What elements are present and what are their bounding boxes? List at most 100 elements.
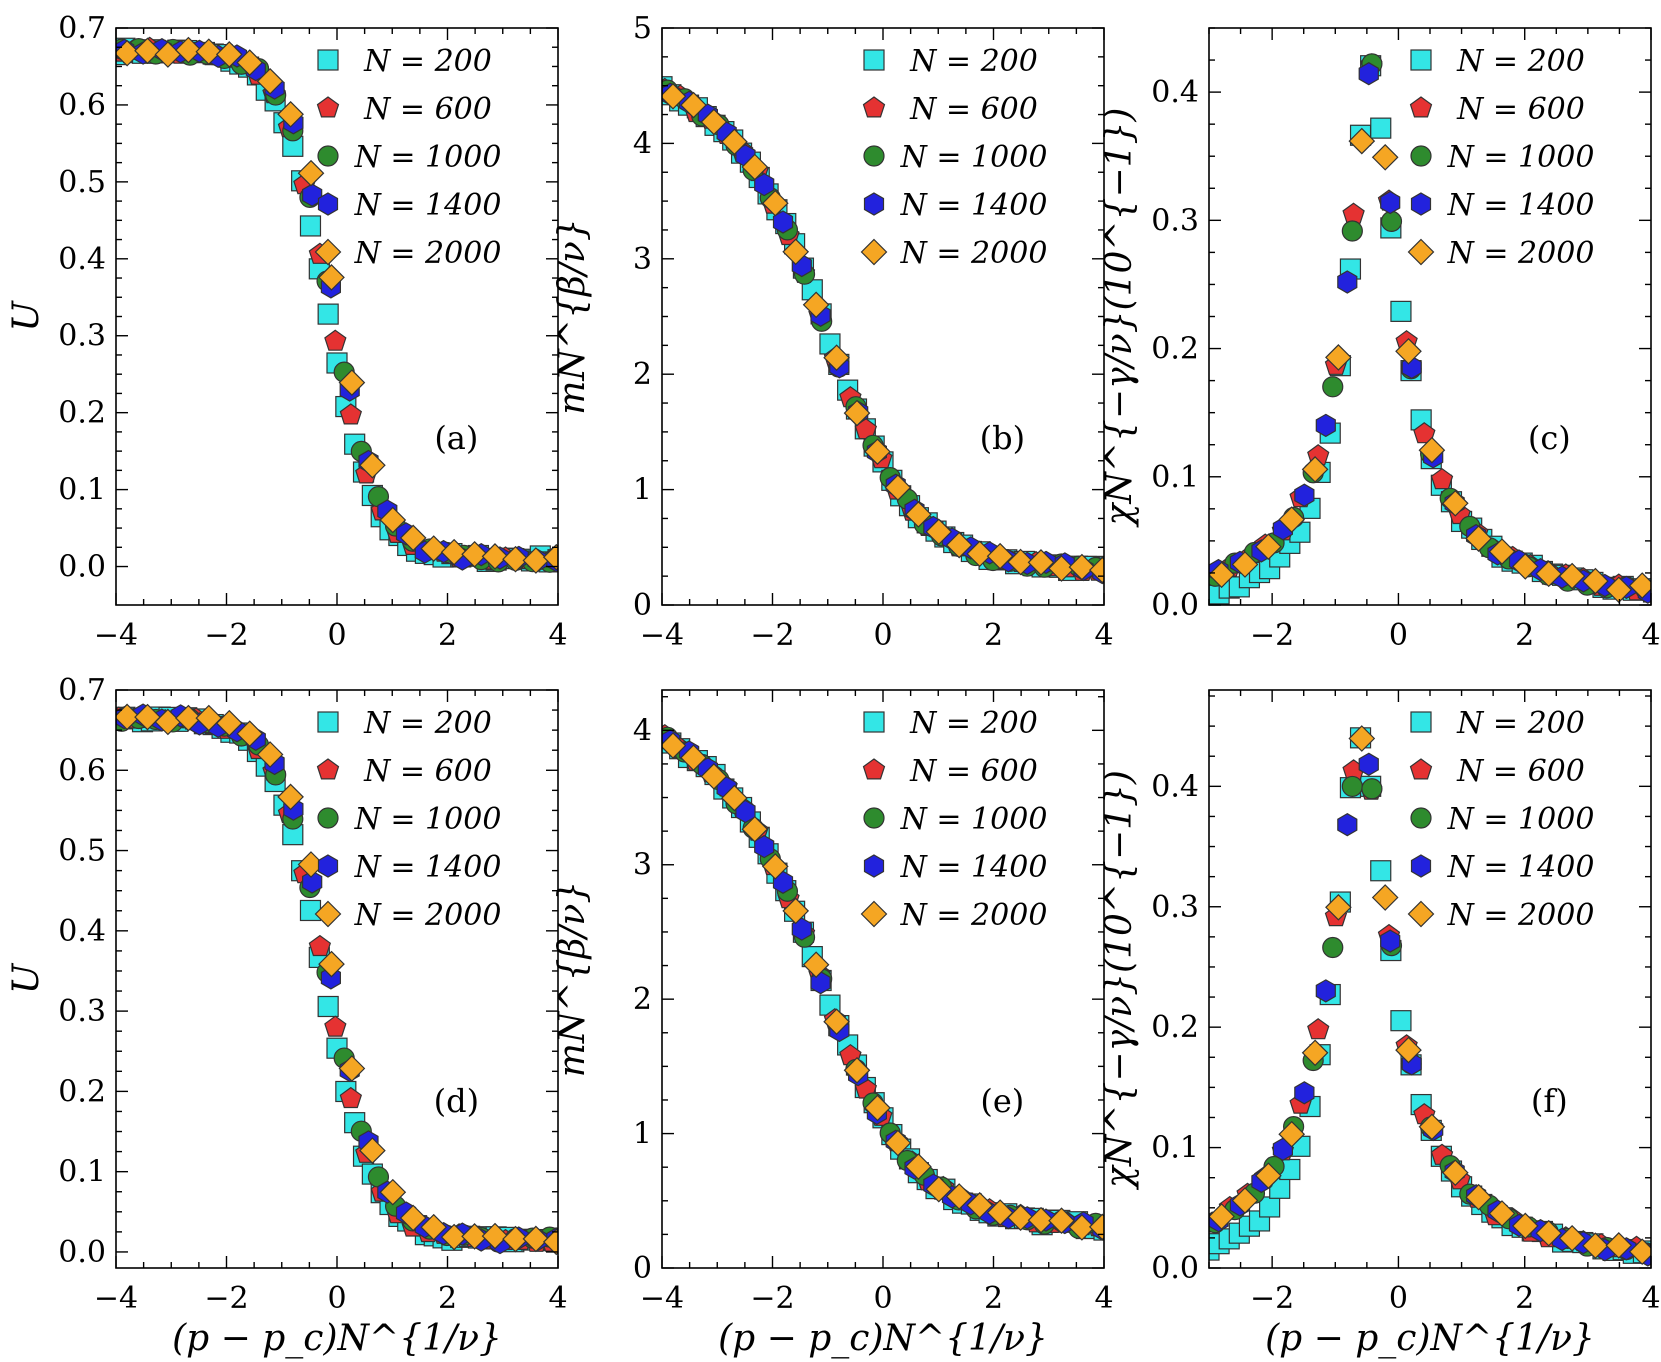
legend-label: N = 2000 <box>354 898 502 933</box>
data-point <box>1395 1036 1422 1064</box>
data-point <box>318 950 345 978</box>
data-point <box>1307 1018 1330 1040</box>
data-point <box>379 1178 407 1206</box>
legend-label: N = 1000 <box>900 140 1048 175</box>
data-point <box>1465 1183 1492 1211</box>
data-point <box>761 189 789 217</box>
y-tick-label: 1 <box>633 1117 652 1152</box>
data-point <box>1255 533 1282 561</box>
data-point <box>772 210 794 234</box>
data-point <box>905 501 932 528</box>
panel-label: (c) <box>1528 419 1571 457</box>
panel-6: −2 0 2 4 0.0 0.1 0.2 0.3 0.4 χN^{−γ/ν}(10^{−1}) (p… <box>1099 689 1661 1359</box>
x-tick-label: −2 <box>1250 1281 1294 1316</box>
x-tick-label: −4 <box>640 618 684 653</box>
data-point <box>481 1222 509 1250</box>
x-tick-label: 2 <box>438 1281 457 1316</box>
data-point <box>175 36 202 64</box>
x-axis-label: (p − p_c)N^{1/ν} <box>718 1318 1048 1359</box>
data-point <box>1209 561 1235 589</box>
data-point <box>1231 1187 1259 1214</box>
data-point <box>741 815 769 843</box>
y-tick-label: 0.4 <box>1151 769 1199 804</box>
data-point <box>1341 775 1363 798</box>
data-point <box>1278 1120 1306 1148</box>
x-tick-label: −2 <box>750 1281 794 1316</box>
x-tick-label: 2 <box>984 618 1003 653</box>
data-point <box>1361 778 1383 800</box>
data-point <box>1209 1203 1235 1230</box>
legend-label: N = 1000 <box>1447 140 1595 175</box>
data-point <box>945 1183 973 1210</box>
data-point <box>1322 936 1344 959</box>
data-point <box>1488 538 1516 565</box>
legend-label: N = 600 <box>363 92 492 127</box>
data-point <box>782 897 810 925</box>
data-point <box>236 49 264 76</box>
data-point <box>1465 525 1492 552</box>
data-point <box>843 399 871 427</box>
data-point <box>966 540 994 568</box>
y-tick-label: 5 <box>633 11 652 46</box>
data-point <box>1315 979 1336 1003</box>
x-tick-label: −2 <box>1250 618 1294 653</box>
data-point <box>134 37 161 65</box>
y-tick-label: 0.4 <box>58 242 106 277</box>
legend-marker <box>862 96 886 118</box>
x-tick-label: −2 <box>204 1281 248 1316</box>
legend-marker <box>317 145 339 167</box>
legend-label: N = 2000 <box>900 898 1048 933</box>
data-point <box>399 1204 427 1232</box>
data-point <box>236 720 264 748</box>
y-tick-label: 0.3 <box>1151 890 1199 925</box>
legend-label: N = 2000 <box>900 236 1048 271</box>
y-tick-label: 0.6 <box>58 88 106 123</box>
legend-label: N = 1400 <box>354 850 502 885</box>
y-axis-label: U <box>6 962 47 994</box>
data-point <box>338 369 366 396</box>
data-point <box>1390 300 1412 322</box>
data-point <box>420 535 448 562</box>
data-point <box>662 82 687 110</box>
data-point <box>791 917 812 941</box>
legend-label: N = 1000 <box>900 802 1048 837</box>
data-point <box>1535 1219 1563 1247</box>
legend-marker <box>317 711 339 733</box>
data-point <box>1294 1081 1315 1105</box>
data-point <box>1301 456 1329 483</box>
panel-label: (b) <box>980 419 1025 457</box>
y-tick-label: 0 <box>633 1251 652 1286</box>
x-tick-label: 0 <box>873 618 892 653</box>
x-tick-label: 0 <box>1389 1281 1408 1316</box>
data-point <box>542 543 558 571</box>
data-points <box>1209 725 1651 1267</box>
data-point <box>905 1153 932 1180</box>
x-tick-label: 4 <box>548 1281 567 1316</box>
y-axis-label: χN^{−γ/ν}(10^{−1}) <box>1099 770 1140 1191</box>
legend-marker <box>860 900 888 928</box>
data-point <box>1358 62 1379 86</box>
x-tick-label: 2 <box>1515 1281 1534 1316</box>
data-point <box>175 704 202 732</box>
legend-label: N = 1400 <box>1447 188 1595 223</box>
data-point <box>986 542 1014 570</box>
panel-5: −4 −2 0 2 4 0 1 2 3 4 mN^{β/ν} (p − p_c)N^{1/ν} (e) N… <box>552 689 1114 1359</box>
data-point <box>1582 567 1609 595</box>
y-tick-label: 0.7 <box>58 673 106 708</box>
data-point <box>1418 436 1446 464</box>
x-tick-label: −4 <box>640 1281 684 1316</box>
legend-label: N = 200 <box>363 44 492 79</box>
data-point <box>302 870 323 894</box>
y-tick-label: 0.4 <box>58 914 106 949</box>
data-point <box>1278 506 1306 533</box>
data-point <box>1068 1214 1096 1241</box>
x-tick-label: 4 <box>548 618 567 653</box>
y-tick-label: 4 <box>633 126 652 161</box>
data-point <box>662 732 687 759</box>
legend-label: N = 600 <box>363 754 492 789</box>
data-point <box>1413 422 1436 444</box>
data-point <box>318 264 345 291</box>
legend-label: N = 1400 <box>354 188 502 223</box>
data-point <box>823 1008 850 1036</box>
